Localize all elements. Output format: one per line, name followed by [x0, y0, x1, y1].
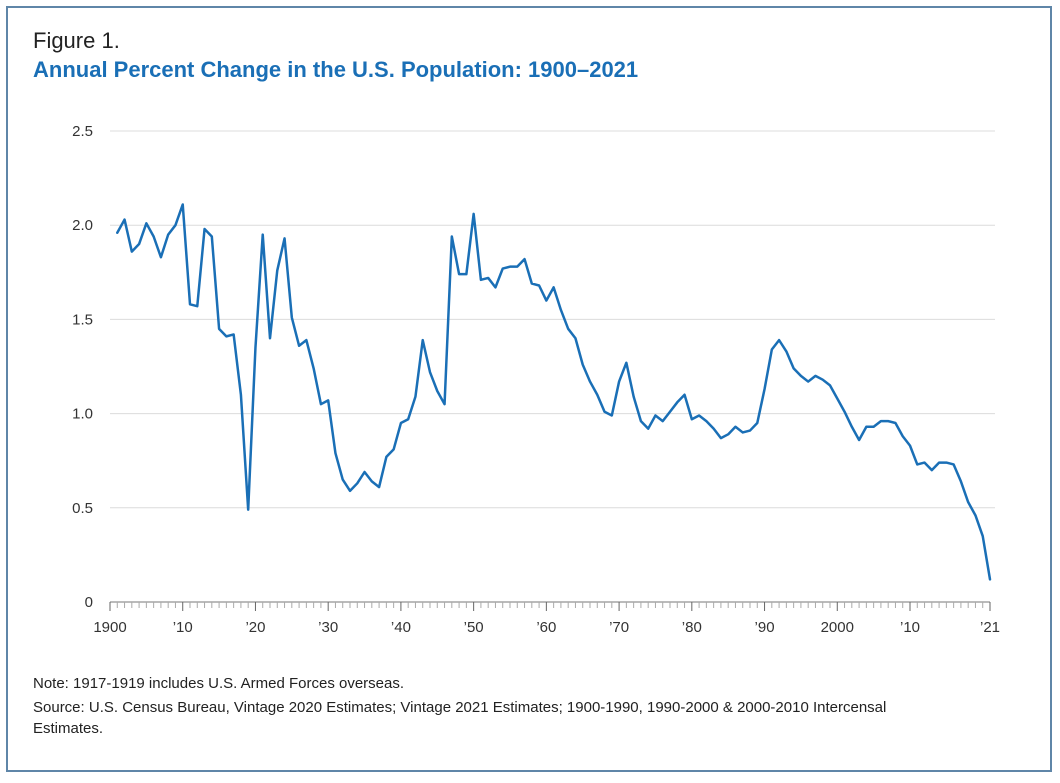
y-tick-label: 2.5: [72, 123, 93, 140]
x-tick-label: ’40: [391, 619, 411, 636]
x-tick-label: 1900: [93, 619, 126, 636]
chart-title: Annual Percent Change in the U.S. Popula…: [33, 57, 639, 82]
y-tick-label: 2.0: [72, 217, 93, 234]
y-tick-label: 0: [85, 594, 93, 611]
chart-source: Source: U.S. Census Bureau, Vintage 2020…: [33, 699, 887, 737]
chart-note: Note: 1917-1919 includes U.S. Armed Forc…: [33, 675, 405, 692]
x-tick-label: ’60: [536, 619, 556, 636]
figure-label: Figure 1.: [33, 28, 120, 53]
x-tick-label: ’50: [464, 619, 484, 636]
x-tick-label: ’10: [900, 619, 920, 636]
figure-frame: [6, 6, 1052, 772]
x-tick-label: ’80: [682, 619, 702, 636]
x-tick-label: ’70: [609, 619, 629, 636]
y-tick-label: 0.5: [72, 500, 93, 517]
x-tick-label: ’10: [173, 619, 193, 636]
x-tick-label: ’21: [980, 619, 1000, 636]
series-line: [116, 203, 992, 581]
x-tick-label: 2000: [821, 619, 854, 636]
series-layer: [116, 203, 992, 581]
x-tick-label: ’30: [318, 619, 338, 636]
axis-layer: 0 0.5 1.0 1.5 2.0 2.5 1900 ’10 ’20 ’30 ’40 ’50 ’60 ’7…: [72, 123, 1000, 636]
x-tick-label: ’20: [245, 619, 265, 636]
x-tick-label: ’90: [755, 619, 775, 636]
y-tick-label: 1.5: [72, 311, 93, 328]
grid-layer: [110, 130, 995, 509]
y-tick-label: 1.0: [72, 406, 93, 423]
